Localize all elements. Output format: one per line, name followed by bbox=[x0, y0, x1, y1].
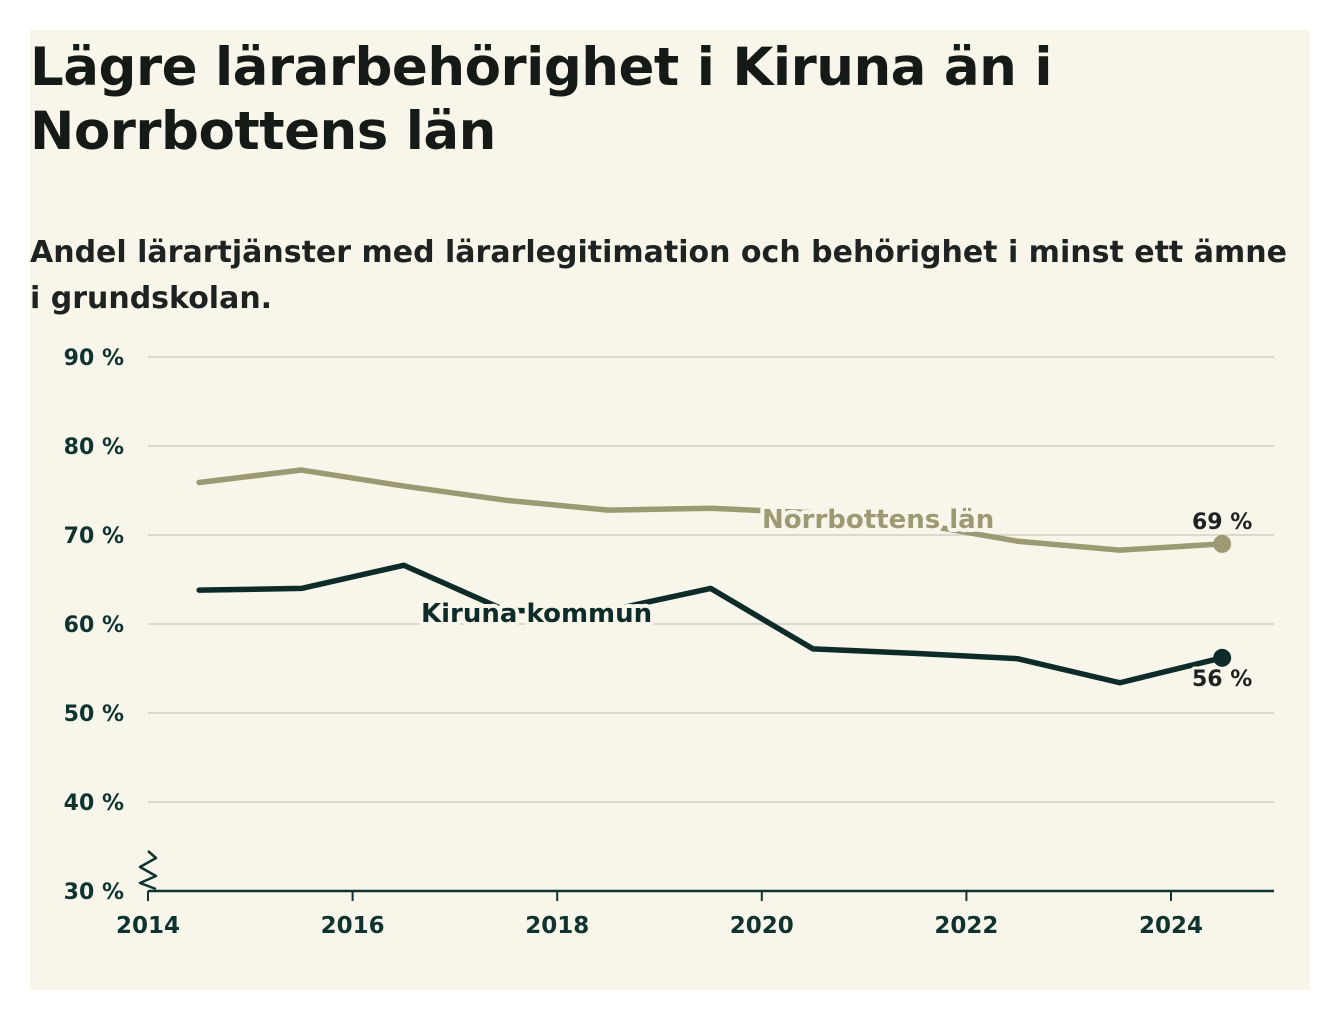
y-tick-label: 70 % bbox=[64, 524, 124, 549]
axis-break-icon bbox=[138, 850, 158, 891]
x-tick-label: 2018 bbox=[525, 913, 589, 939]
x-tick-label: 2020 bbox=[730, 913, 794, 939]
chart-panel: Lägre lärarbehörighet i Kiruna än i Norr… bbox=[30, 30, 1310, 990]
series-end-value-label: 69 % bbox=[1192, 510, 1252, 535]
line-chart: 30 % 40 % 50 % 60 % 70 % 80 % 90 % 2014 2016 2018… bbox=[64, 346, 1274, 939]
x-tick-label: 2022 bbox=[934, 913, 998, 939]
series-line-1 bbox=[196, 562, 1225, 686]
x-tick-label: 2016 bbox=[321, 913, 385, 939]
y-tick-label: 90 % bbox=[64, 346, 124, 371]
y-tick-label: 60 % bbox=[64, 613, 124, 638]
series-end-point bbox=[1213, 648, 1232, 667]
chart-subtitle: Andel lärartjänster med lärarlegitimatio… bbox=[30, 235, 1287, 316]
y-tick-label: 40 % bbox=[64, 791, 124, 816]
y-tick-label: 30 % bbox=[64, 880, 124, 905]
y-tick-label: 50 % bbox=[64, 702, 124, 727]
series-label: Kiruna kommun bbox=[421, 599, 652, 629]
series-label: Norrbottens län bbox=[762, 505, 994, 535]
x-tick-label: 2024 bbox=[1139, 913, 1203, 939]
series-line-0 bbox=[196, 467, 1225, 553]
x-tick-label: 2014 bbox=[116, 913, 180, 939]
series-end-value-label: 56 % bbox=[1192, 667, 1252, 692]
series-end-point bbox=[1213, 534, 1232, 553]
chart-title: Lägre lärarbehörighet i Kiruna än i Norr… bbox=[30, 37, 1053, 162]
y-tick-label: 80 % bbox=[64, 435, 124, 460]
